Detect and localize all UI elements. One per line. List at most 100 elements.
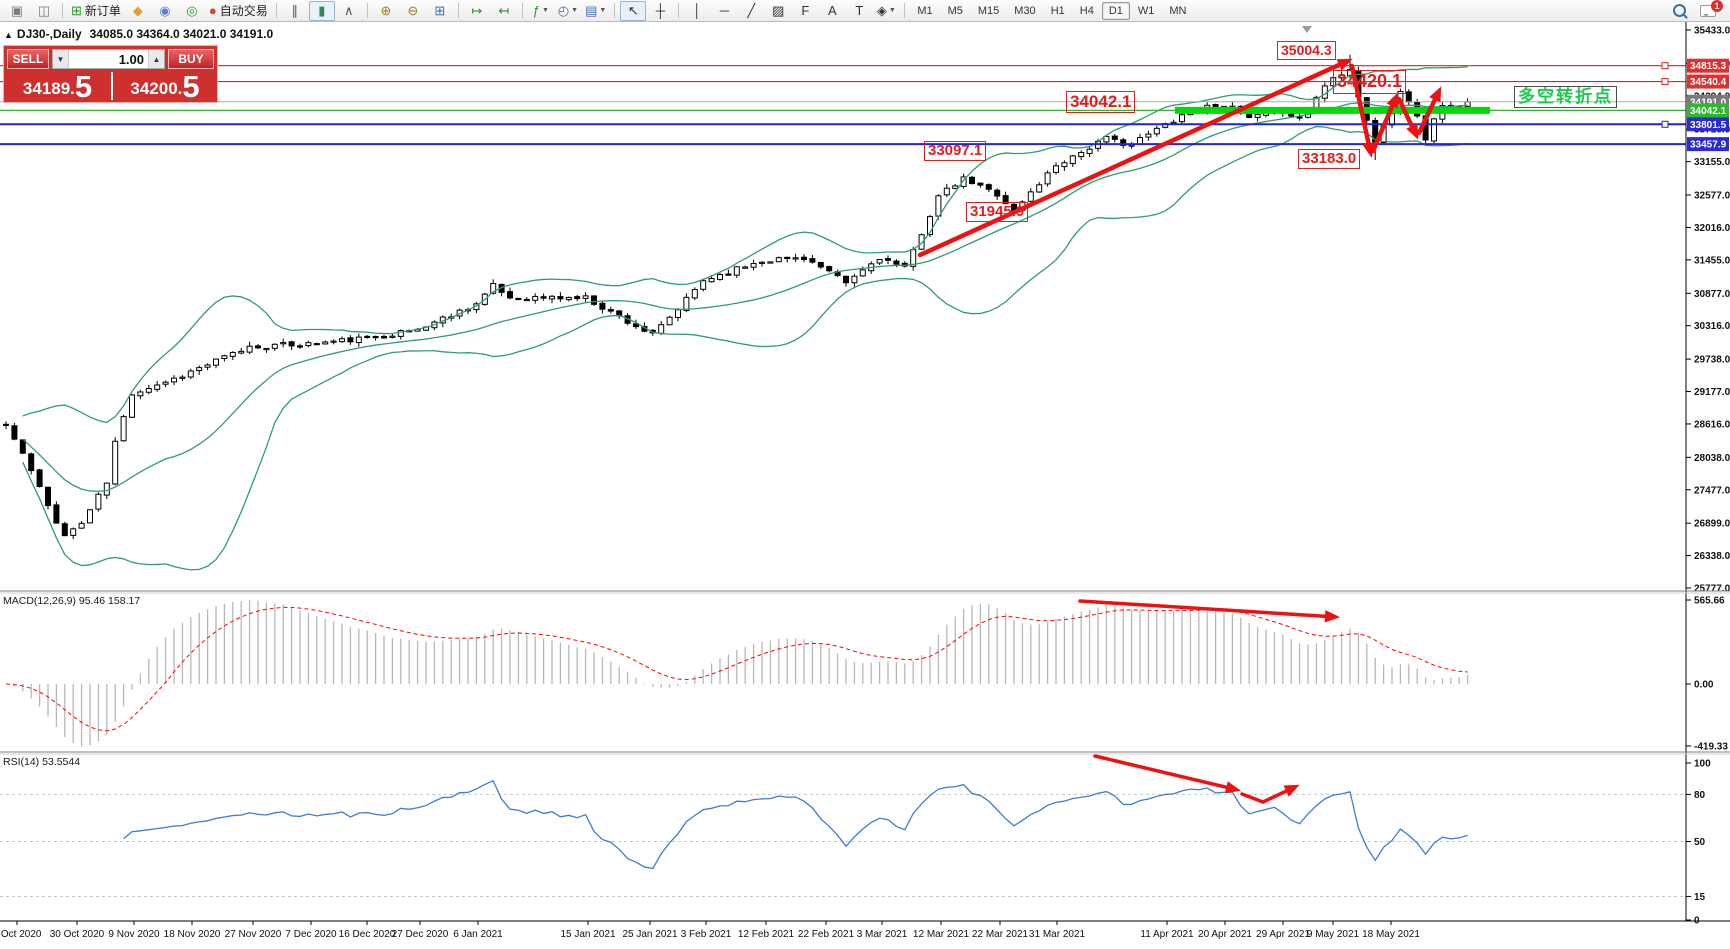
toolbar-separator <box>678 3 680 18</box>
svg-text:26338.0: 26338.0 <box>1694 551 1730 562</box>
time-axis-label: 18 Nov 2020 <box>164 929 221 940</box>
terminal-icon: ◉ <box>159 3 171 18</box>
bar-chart-icon: ∥ <box>291 3 299 18</box>
templates-icon: ▤ <box>585 3 598 18</box>
svg-text:80: 80 <box>1694 790 1706 801</box>
tile-windows-icon[interactable]: ⊞ <box>427 1 453 21</box>
search-icon[interactable] <box>1673 4 1686 17</box>
timeframe-d1[interactable]: D1 <box>1101 1 1130 20</box>
text-icon[interactable]: A <box>819 1 845 21</box>
time-axis-label: 7 Dec 2020 <box>285 929 337 940</box>
text-label-icon: T <box>855 3 864 18</box>
toolbar-separator <box>521 3 523 18</box>
price-annotation[interactable]: 35004.3 <box>1277 41 1336 60</box>
time-axis-label: 27 Dec 2020 <box>392 929 449 940</box>
time-axis-label: 12 Mar 2021 <box>913 929 970 940</box>
autotrading-button[interactable]: ● 自动交易 <box>206 1 271 21</box>
dropdown-arrow-icon[interactable]: ▼ <box>541 7 549 14</box>
bar-chart-icon[interactable]: ∥ <box>282 1 308 21</box>
new-order-button: ⊞ <box>71 3 82 18</box>
note-annotation[interactable]: 多空转折点 <box>1514 86 1617 109</box>
price-annotation[interactable]: 33097.1 <box>924 141 987 161</box>
line-chart-icon[interactable]: ∧ <box>336 1 362 21</box>
svg-text:34042.1: 34042.1 <box>1690 106 1727 117</box>
notification-badge: 1 <box>1711 0 1723 12</box>
dropdown-arrow-icon[interactable]: ▼ <box>571 7 579 14</box>
timeframe-mn[interactable]: MN <box>1169 4 1187 17</box>
volume-stepper: ▼ ▲ <box>52 49 165 69</box>
new-chart-icon[interactable]: ▣ <box>4 1 30 21</box>
svg-text:50: 50 <box>1694 837 1706 848</box>
templates-icon[interactable]: ▤ ▼ <box>582 1 609 21</box>
terminal-icon[interactable]: ◉ <box>152 1 178 21</box>
time-axis-label: 30 Oct 2020 <box>50 929 105 940</box>
candlestick-chart-icon[interactable]: ▮ <box>308 0 335 21</box>
timeframe-h1[interactable]: H1 <box>1050 4 1065 17</box>
new-order-button[interactable]: ⊞ 新订单 <box>68 1 124 21</box>
timeframe-m1[interactable]: M1 <box>917 4 933 17</box>
timeframe-w1[interactable]: W1 <box>1137 4 1155 17</box>
arrows-icon[interactable]: ◈ ▼ <box>873 1 899 21</box>
time-axis-label: 9 May 2021 <box>1307 929 1360 940</box>
indicators-icon[interactable]: ƒ ▼ <box>528 1 554 21</box>
timeframe-h4[interactable]: H4 <box>1079 4 1094 17</box>
volume-decrease-button[interactable]: ▼ <box>53 50 69 68</box>
price-annotation[interactable]: 34420.1 <box>1333 70 1407 94</box>
volume-increase-button[interactable]: ▲ <box>148 50 164 68</box>
svg-text:30316.0: 30316.0 <box>1694 321 1730 332</box>
price-annotation[interactable]: 34042.1 <box>1066 91 1136 114</box>
text-label-icon[interactable]: T <box>846 1 872 21</box>
svg-text:29738.0: 29738.0 <box>1694 355 1730 366</box>
timeframe-m30[interactable]: M30 <box>1014 4 1036 17</box>
equidistant-channel-icon[interactable]: ▨ <box>765 1 791 21</box>
timeframe-m5[interactable]: M5 <box>947 4 963 17</box>
main-toolbar: ▣ ◫ ⊞ 新订单 ◆ ◉ ◎ ● 自动交易 ∥ ▮ ∧ ⊕ ⊖ ⊞ ↦ ↤ ƒ ▼ ◴ ▼ ▤ ▼ ↖ ┼ │ ─ ╱ ▨ F A T ◈ ▼ M… <box>0 0 1730 22</box>
chart-shift-icon[interactable]: ↦ <box>464 1 490 21</box>
svg-text:33801.5: 33801.5 <box>1690 120 1727 131</box>
time-axis-label: 12 Feb 2021 <box>738 929 795 940</box>
zoom-in-icon[interactable]: ⊕ <box>373 1 399 21</box>
notifications-icon[interactable]: 1 <box>1700 0 1723 17</box>
dropdown-arrow-icon[interactable]: ▼ <box>888 7 896 14</box>
metaeditor-icon[interactable]: ◆ <box>125 1 151 21</box>
horizontal-line-icon[interactable]: ─ <box>711 1 737 21</box>
sell-button[interactable]: SELL <box>7 49 49 69</box>
profiles-icon[interactable]: ◫ <box>31 1 57 21</box>
arrows-icon: ◈ <box>876 3 887 18</box>
signals-icon[interactable]: ◎ <box>179 1 205 21</box>
price-annotation[interactable]: 33183.0 <box>1298 149 1361 169</box>
fibonacci-icon[interactable]: F <box>792 1 818 21</box>
periods-icon[interactable]: ◴ ▼ <box>555 1 581 21</box>
svg-text:34191.0: 34191.0 <box>1690 97 1727 108</box>
volume-input[interactable] <box>69 50 148 68</box>
toolbar-separator <box>904 3 906 18</box>
svg-text:25777.0: 25777.0 <box>1694 584 1730 595</box>
trendline-icon[interactable]: ╱ <box>738 1 764 21</box>
svg-text:33457.9: 33457.9 <box>1690 140 1727 151</box>
timeframe-m15[interactable]: M15 <box>977 4 1000 17</box>
zoom-out-icon[interactable]: ⊖ <box>400 1 426 21</box>
time-axis-label: 31 Mar 2021 <box>1029 929 1086 940</box>
price-annotation[interactable]: 31945.9 <box>966 202 1029 222</box>
time-axis-label: 22 Mar 2021 <box>972 929 1029 940</box>
tile-windows-icon: ⊞ <box>434 3 446 18</box>
time-axis-label: 16 Dec 2020 <box>339 929 396 940</box>
zoom-in-icon: ⊕ <box>380 3 392 18</box>
time-axis-label: 25 Jan 2021 <box>622 929 677 940</box>
auto-scroll-icon[interactable]: ↤ <box>491 1 517 21</box>
time-axis-label: 1 Oct 2020 <box>0 929 42 940</box>
ohlc-values: 34085.0 34364.0 34021.0 34191.0 <box>89 27 274 41</box>
svg-text:34815.3: 34815.3 <box>1690 61 1727 72</box>
vertical-line-icon[interactable]: │ <box>684 1 710 21</box>
crosshair-icon[interactable]: ┼ <box>647 1 673 21</box>
dropdown-arrow-icon[interactable]: ▼ <box>599 7 607 14</box>
svg-text:33155.0: 33155.0 <box>1694 157 1730 168</box>
buy-button[interactable]: BUY <box>168 49 214 69</box>
cursor-icon[interactable]: ↖ <box>620 0 647 21</box>
svg-text:31455.0: 31455.0 <box>1694 255 1730 266</box>
collapse-ohlc-icon[interactable]: ▲ <box>4 30 13 40</box>
vertical-line-icon: │ <box>693 3 702 18</box>
toolbar-separator <box>275 3 277 18</box>
